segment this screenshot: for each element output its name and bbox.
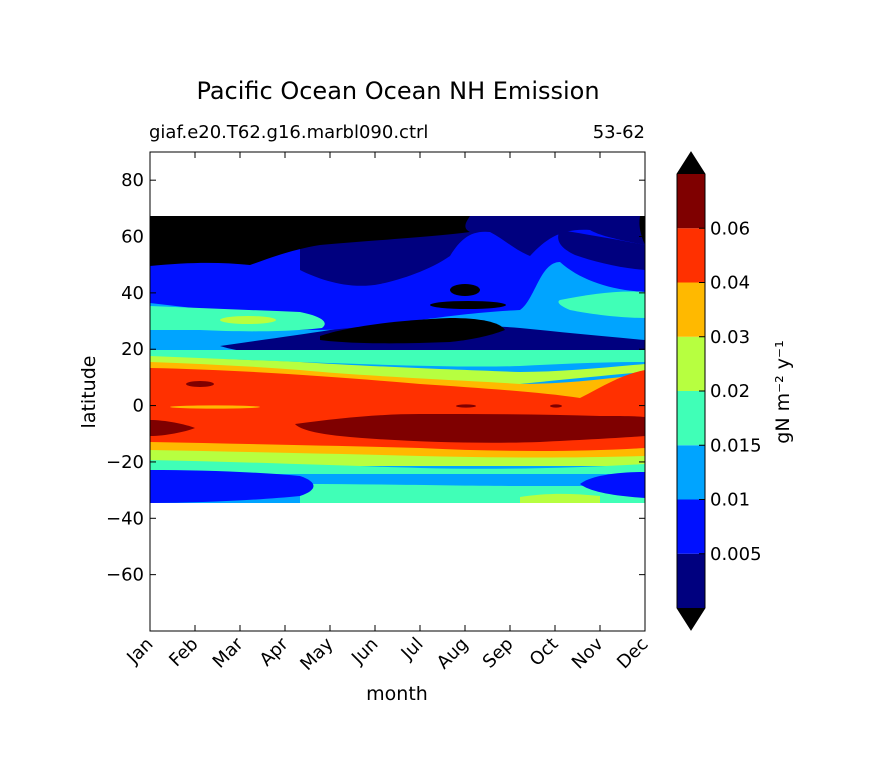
plot-frame (149, 151, 646, 632)
band-30n-lime-patch (220, 316, 276, 324)
colorbar-tick-label: 0.02 (710, 381, 750, 402)
x-tick-label: Jul (397, 634, 428, 665)
band-south-darkred (295, 414, 645, 443)
y-tick-label: 80 (121, 170, 144, 191)
band-40n-black-patch (450, 284, 480, 296)
band-30n-green-east (558, 291, 645, 318)
x-tick-label: Mar (209, 633, 248, 672)
colorbar-segment (677, 282, 705, 337)
y-tick-label: 0 (133, 396, 144, 417)
colorbar-tick-label: 0.04 (710, 273, 750, 294)
band-south-lime-patch (520, 493, 600, 503)
x-tick-label: Feb (165, 634, 202, 671)
x-tick-label: Jan (122, 634, 157, 669)
x-tick-label: Aug (433, 634, 473, 674)
colorbar-segment (677, 228, 705, 283)
colorbar-tick-label: 0.06 (710, 218, 750, 239)
colorbar-tick-label: 0.03 (710, 327, 750, 348)
x-tick-label: Dec (613, 634, 652, 673)
y-tick-label: 20 (121, 339, 144, 360)
band-north-navy-east (558, 230, 645, 270)
chart-subtitle-left: giaf.e20.T62.g16.marbl090.ctrl (149, 122, 428, 143)
band-south-lime (150, 450, 645, 466)
colorbar-tick-label: 0.01 (710, 490, 750, 511)
band-south-darkred-west (150, 420, 195, 436)
x-axis-label: month (366, 683, 428, 705)
band-south-blue-west (150, 470, 314, 503)
y-tick-label: −60 (106, 565, 144, 586)
x-tick-label: Jun (347, 634, 382, 669)
x-tick-label: May (296, 633, 337, 674)
y-tick-label: 40 (121, 283, 144, 304)
band-15n-orange (150, 362, 645, 398)
colorbar-segment (677, 553, 705, 608)
x-tick-label: Nov (568, 633, 608, 673)
colorbar-frame (676, 151, 706, 631)
band-north-black-east (639, 216, 645, 245)
colorbar-label: gN m⁻² y⁻¹ (772, 340, 794, 443)
x-tick-label: Apr (256, 633, 293, 670)
band-0-darkred-east-2 (550, 404, 562, 408)
band-8n-darkred-patch (186, 381, 214, 387)
y-axis: 80 60 40 20 0 −20 −40 −60 (106, 170, 645, 586)
colorbar-segment (677, 445, 705, 500)
band-25n-black (320, 318, 505, 344)
band-south-blue-east (580, 472, 645, 498)
band-north-black (150, 216, 470, 266)
band-0-darkred-east-1 (456, 404, 476, 408)
colorbar-segment (677, 336, 705, 391)
colorbar-tick-label: 0.015 (710, 435, 762, 456)
contour-field (150, 216, 645, 503)
band-0-orange-streak (170, 405, 260, 409)
y-axis-label: latitude (78, 356, 100, 429)
colorbar-over-arrow (677, 152, 705, 174)
x-tick-label: Sep (479, 634, 518, 673)
chart-subtitle-right: 53-62 (593, 122, 645, 143)
y-tick-label: −20 (106, 452, 144, 473)
colorbar-segment (677, 499, 705, 554)
y-tick-label: −40 (106, 508, 144, 529)
band-18n-green (150, 350, 645, 367)
colorbar-tick-label: 0.005 (710, 544, 762, 565)
x-tick-label: Oct (526, 634, 563, 671)
band-south-green (150, 460, 645, 474)
colorbar-segment (677, 174, 705, 229)
band-15n-lime (150, 356, 645, 387)
colorbar: 0.06 0.04 0.03 0.02 0.015 0.01 0.005 (676, 151, 762, 631)
y-tick-label: 60 (121, 227, 144, 248)
band-35n-black-patch (430, 301, 506, 309)
colorbar-under-arrow (677, 608, 705, 630)
chart-title: Pacific Ocean Ocean NH Emission (196, 77, 599, 105)
colorbar-segment (677, 391, 705, 446)
